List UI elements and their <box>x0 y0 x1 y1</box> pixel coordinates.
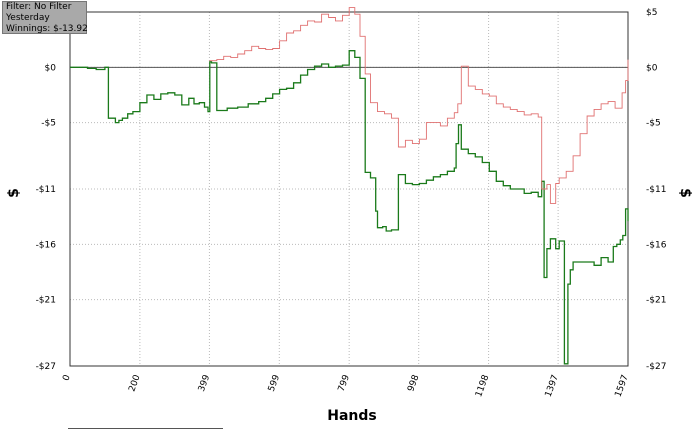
y-tick-label-left: -$27 <box>36 362 56 372</box>
x-axis-label: Hands <box>327 408 377 424</box>
y-tick-label-left: -$16 <box>36 240 57 250</box>
y-axis-label-left: $ <box>6 188 22 198</box>
filter-text: Filter: No Filter <box>6 2 72 12</box>
x-tick-label: 1397 <box>544 374 561 399</box>
x-tick-label: 200 <box>127 373 142 393</box>
x-tick-label: 1198 <box>474 373 491 398</box>
y-tick-label-right: -$11 <box>646 185 666 195</box>
y-tick-label-right: -$5 <box>646 119 661 129</box>
y-tick-label-right: -$21 <box>646 296 666 306</box>
x-ticks: 0 200 399 599 799 998 1198 1397 1597 <box>61 373 630 398</box>
y-tick-label-right: -$16 <box>646 240 667 250</box>
x-tick-label: 799 <box>337 373 352 393</box>
x-tick-label: 399 <box>197 373 212 393</box>
x-tick-label: 599 <box>267 373 282 393</box>
y-ticks-right: $5 $0 -$5 -$11 -$16 -$21 -$27 <box>646 8 667 372</box>
y-tick-label-right: $0 <box>646 63 658 73</box>
y-ticks-left: $5$0-$5-$11-$16-$21-$27 <box>36 8 57 372</box>
series-line-1 <box>70 50 629 365</box>
y-tick-label-right: -$27 <box>646 362 666 372</box>
series-line-2 <box>209 7 629 204</box>
series-group <box>70 7 629 365</box>
x-tick-label: 0 <box>61 373 72 382</box>
y-axis-label-right: $ <box>677 188 693 198</box>
y-tick-label-left: -$21 <box>36 296 56 306</box>
x-tick-label: 998 <box>406 373 421 393</box>
y-tick-label-right: $5 <box>646 8 657 18</box>
legend-underline <box>68 428 223 429</box>
filter-info-box: Filter: No Filter Yesterday Winnings: $-… <box>2 1 88 34</box>
y-tick-label-left: -$5 <box>41 119 56 129</box>
period-text: Yesterday <box>6 13 50 23</box>
x-tick-label: 1597 <box>614 374 631 399</box>
winnings-text: Winnings: $-13.92 <box>6 24 88 34</box>
y-tick-label-left: $0 <box>45 63 57 73</box>
y-tick-label-left: -$11 <box>36 185 56 195</box>
